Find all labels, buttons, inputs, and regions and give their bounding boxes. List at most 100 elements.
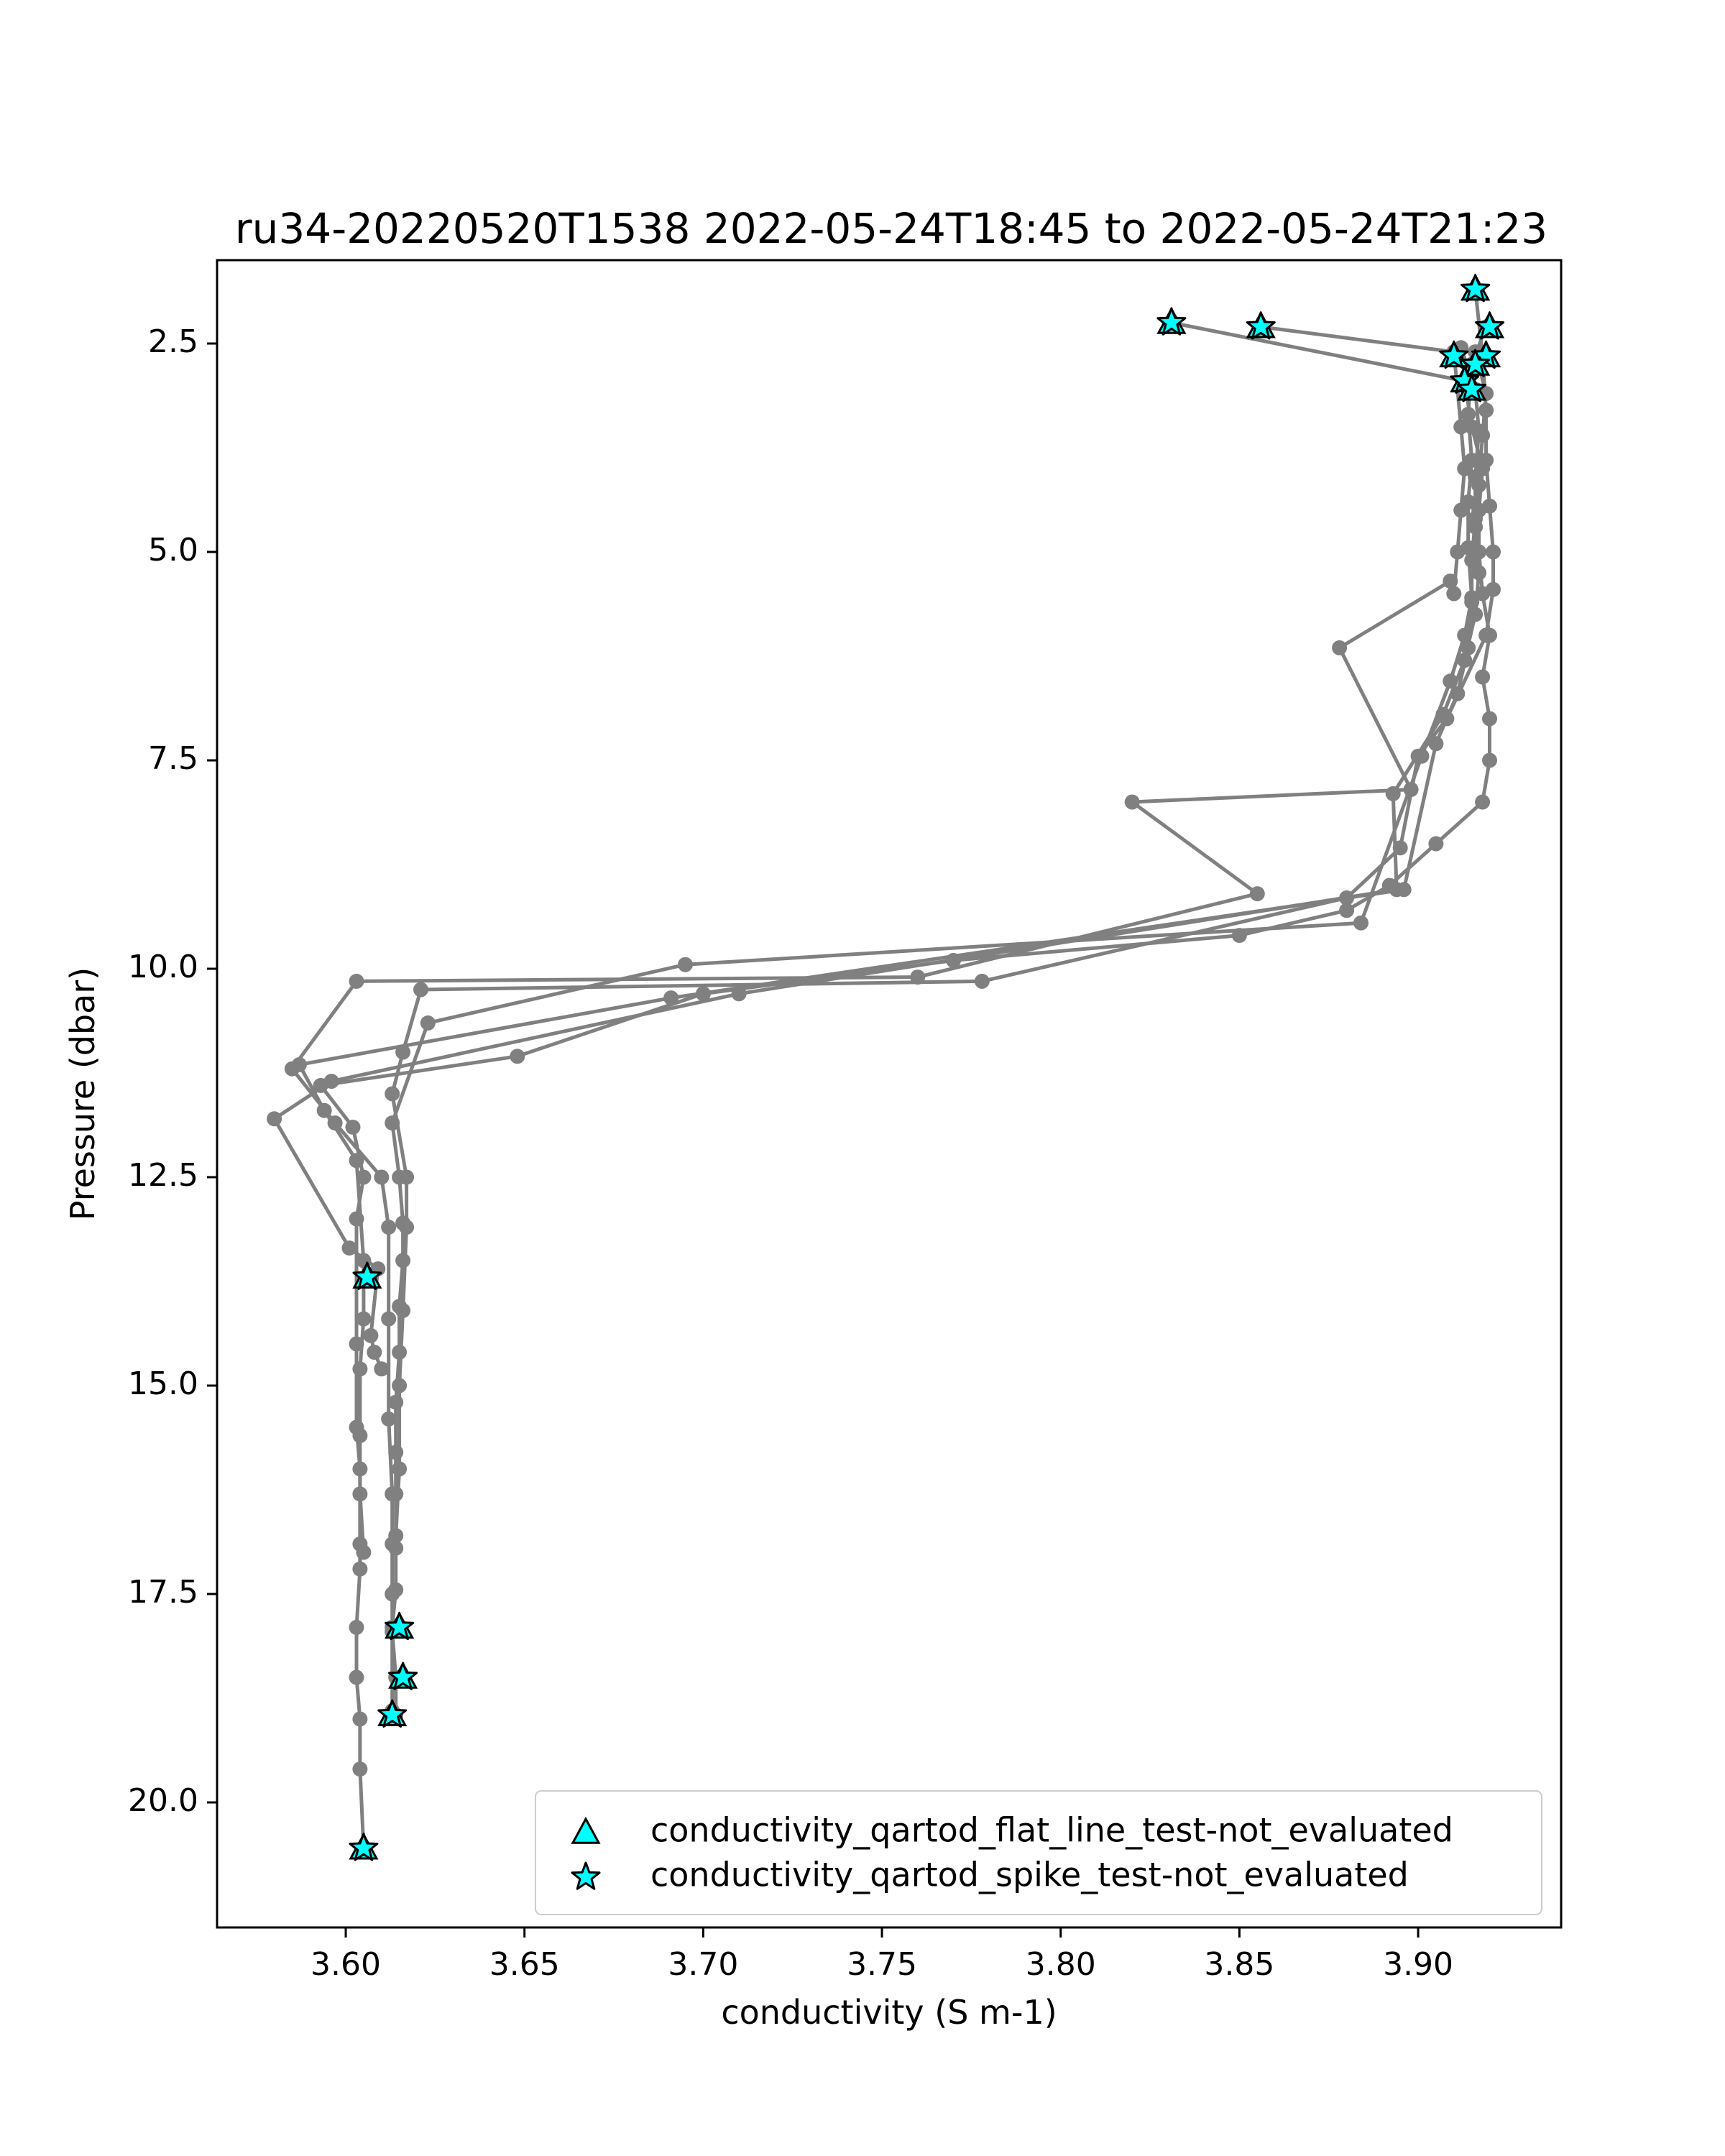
data-point xyxy=(374,1361,390,1377)
data-point xyxy=(1124,794,1140,810)
y-tick-label: 7.5 xyxy=(148,740,198,777)
flag-star-marker xyxy=(377,1699,408,1728)
data-point xyxy=(1428,736,1444,752)
data-point xyxy=(388,1394,404,1410)
flag-star-marker xyxy=(385,1611,415,1641)
data-point xyxy=(356,1311,372,1327)
data-point xyxy=(367,1345,382,1360)
data-point xyxy=(1486,581,1501,597)
flag-star-marker xyxy=(388,1662,418,1690)
data-point xyxy=(352,1428,368,1444)
x-tick-label: 3.85 xyxy=(1204,1946,1274,1983)
chart-title: ru34-20220520T1538 2022-05-24T18:45 to 2… xyxy=(235,204,1547,253)
data-point xyxy=(374,1169,390,1185)
flag-star-marker xyxy=(352,1261,382,1290)
y-tick-label: 2.5 xyxy=(148,323,198,360)
data-point xyxy=(395,1253,411,1268)
data-point xyxy=(420,1015,436,1031)
data-point xyxy=(388,1582,404,1598)
data-point xyxy=(392,1345,408,1360)
data-point xyxy=(413,982,428,998)
x-axis-label: conductivity (S m-1) xyxy=(721,1993,1057,2032)
data-point xyxy=(1468,607,1484,622)
data-point xyxy=(349,1669,364,1685)
flag-star-marker xyxy=(1460,274,1491,303)
spike-flag-markers xyxy=(349,274,1505,1861)
data-point xyxy=(1478,627,1494,643)
data-point xyxy=(352,1361,368,1377)
profile-series-6 xyxy=(267,344,1494,1377)
legend-box xyxy=(535,1790,1542,1915)
data-point xyxy=(356,1169,372,1185)
data-point xyxy=(1353,915,1368,931)
legend-star-shape xyxy=(571,1861,601,1890)
legend-triangle-shape xyxy=(571,1816,601,1844)
data-point xyxy=(1443,573,1458,589)
y-tick-label: 5.0 xyxy=(148,532,198,568)
y-tick-label: 10.0 xyxy=(128,949,198,985)
data-point xyxy=(1482,711,1497,727)
data-point xyxy=(1486,544,1501,560)
data-point xyxy=(1457,653,1473,668)
data-point xyxy=(1475,794,1491,810)
data-point xyxy=(352,1486,368,1502)
data-point xyxy=(363,1327,379,1343)
y-axis: 2.5 5.0 7.5 10.0 12.5 15.0 17.5 20.0 xyxy=(128,323,217,1819)
y-tick-label: 12.5 xyxy=(128,1157,198,1194)
data-point xyxy=(1385,786,1401,801)
data-point xyxy=(345,1119,361,1135)
x-tick-label: 3.70 xyxy=(668,1946,738,1983)
flag-star-marker xyxy=(1460,349,1491,377)
data-point xyxy=(349,1153,364,1169)
data-point xyxy=(392,1378,408,1393)
data-point xyxy=(1475,669,1491,685)
data-point xyxy=(291,1056,307,1072)
data-point xyxy=(349,1619,364,1635)
x-tick-label: 3.65 xyxy=(489,1946,560,1983)
flag-star-marker xyxy=(1246,311,1276,340)
data-point xyxy=(388,1486,404,1502)
y-tick-label: 17.5 xyxy=(128,1574,198,1611)
x-tick-label: 3.60 xyxy=(310,1946,381,1983)
data-point xyxy=(678,957,693,972)
data-point xyxy=(381,1311,397,1327)
legend-triangle-marker-icon xyxy=(571,1816,601,1844)
data-point xyxy=(356,1544,372,1560)
legend-label-spike: conductivity_qartod_spike_test-not_evalu… xyxy=(650,1856,1409,1894)
data-point xyxy=(385,1086,400,1102)
y-tick-label: 15.0 xyxy=(128,1365,198,1402)
x-axis: 3.60 3.65 3.70 3.75 3.80 3.85 3.90 xyxy=(310,1927,1453,1983)
data-point xyxy=(1446,586,1462,602)
data-point xyxy=(1389,882,1404,898)
data-point xyxy=(1249,886,1265,902)
data-point xyxy=(1460,407,1476,423)
data-point xyxy=(395,1215,411,1231)
data-point xyxy=(381,1220,397,1235)
flag-star-marker xyxy=(349,1833,379,1861)
data-point xyxy=(352,1761,368,1777)
data-point xyxy=(1339,903,1355,918)
x-tick-label: 3.80 xyxy=(1026,1946,1096,1983)
data-point xyxy=(510,1049,525,1064)
data-point xyxy=(388,1540,404,1556)
legend: conductivity_qartod_flat_line_test-not_e… xyxy=(535,1790,1542,1915)
data-point xyxy=(316,1102,332,1118)
flag-star-marker xyxy=(1457,374,1487,402)
data-point xyxy=(1482,752,1497,768)
x-tick-label: 3.90 xyxy=(1383,1946,1453,1983)
data-point xyxy=(1471,477,1487,493)
legend-star-marker-icon xyxy=(571,1861,601,1890)
data-point xyxy=(663,990,679,1006)
data-point xyxy=(388,1445,404,1460)
data-point xyxy=(1435,706,1451,722)
data-point xyxy=(349,973,364,989)
profile-line xyxy=(390,289,1495,1536)
flag-star-marker xyxy=(1475,311,1505,340)
data-point xyxy=(267,1111,282,1127)
flag-star-marker xyxy=(1439,340,1469,369)
data-point xyxy=(1475,428,1491,443)
data-point xyxy=(385,1115,400,1131)
data-point xyxy=(323,1074,339,1089)
data-point xyxy=(392,1299,408,1314)
